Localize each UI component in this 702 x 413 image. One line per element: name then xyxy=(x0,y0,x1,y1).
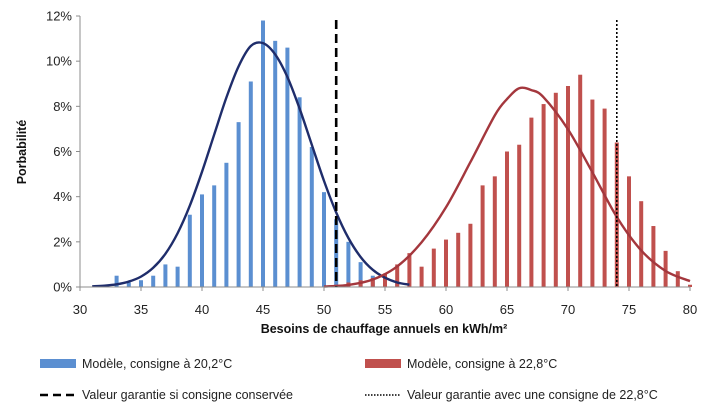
bar-series2 xyxy=(602,108,607,287)
bar-series1 xyxy=(114,275,119,287)
x-tick-label: 60 xyxy=(439,302,453,317)
bar-series1 xyxy=(273,40,278,287)
bar-series2 xyxy=(590,99,595,287)
legend-label: Modèle, consigne à 22,8°C xyxy=(407,357,557,371)
bar-series1 xyxy=(187,214,192,287)
bar-series2 xyxy=(675,271,680,287)
x-tick-label: 70 xyxy=(561,302,575,317)
bars-layer xyxy=(114,20,692,288)
bar-series2 xyxy=(553,92,558,288)
x-tick-label: 35 xyxy=(134,302,148,317)
legend: Modèle, consigne à 20,2°C Modèle, consign… xyxy=(40,357,658,402)
legend-swatch xyxy=(40,359,76,368)
bar-series1 xyxy=(358,262,363,287)
x-tick-label: 65 xyxy=(500,302,514,317)
bar-series2 xyxy=(492,176,497,287)
bar-series2 xyxy=(578,74,583,287)
x-tick-label: 80 xyxy=(683,302,697,317)
bar-series2 xyxy=(480,185,485,287)
bar-series2 xyxy=(468,223,473,287)
x-axis-title: Besoins de chauffage annuels en kWh/m² xyxy=(261,322,508,336)
bar-series1 xyxy=(175,266,180,287)
bar-series2 xyxy=(541,104,546,287)
x-tick-label: 50 xyxy=(317,302,331,317)
x-tick-label: 40 xyxy=(195,302,209,317)
bar-series2 xyxy=(370,277,375,287)
y-tick-label: 6% xyxy=(53,144,72,159)
legend-label: Valeur garantie si consigne conservée xyxy=(82,388,293,402)
y-tick-label: 0% xyxy=(53,280,72,295)
bar-series1 xyxy=(139,280,143,287)
x-tick-label: 55 xyxy=(378,302,392,317)
bar-series2 xyxy=(431,248,436,287)
bar-series1 xyxy=(285,47,290,287)
bar-series2 xyxy=(566,86,570,287)
x-tick-label: 75 xyxy=(622,302,636,317)
bar-series2 xyxy=(383,273,387,287)
bar-series1 xyxy=(346,241,351,287)
bar-series1 xyxy=(200,194,204,287)
legend-swatch xyxy=(365,359,401,368)
curve-series2 xyxy=(323,86,691,288)
y-tick-label: 12% xyxy=(46,9,72,24)
bar-series1 xyxy=(163,264,168,287)
bar-series1 xyxy=(322,192,326,287)
y-axis-title: Porbabilité xyxy=(15,120,29,185)
legend-label: Modèle, consigne à 20,2°C xyxy=(82,357,232,371)
bar-series1 xyxy=(261,20,265,288)
bar-series1 xyxy=(236,122,241,288)
bar-series2 xyxy=(505,151,509,287)
bar-series1 xyxy=(212,185,217,287)
bar-series1 xyxy=(224,162,229,287)
bar-series2 xyxy=(639,201,644,287)
bar-series2 xyxy=(407,253,412,287)
bar-series1 xyxy=(248,81,253,287)
curves-layer xyxy=(92,41,691,288)
bar-series2 xyxy=(456,232,461,287)
y-tick-label: 10% xyxy=(46,54,72,69)
bar-series2 xyxy=(419,266,424,287)
x-tick-label: 30 xyxy=(73,302,87,317)
bar-series2 xyxy=(651,226,656,287)
bar-series1 xyxy=(297,97,302,287)
legend-label: Valeur garantie avec une consigne de 22,… xyxy=(407,388,658,402)
y-tick-label: 4% xyxy=(53,189,72,204)
bar-series2 xyxy=(627,176,631,287)
x-tick-label: 45 xyxy=(256,302,270,317)
y-tick-label: 2% xyxy=(53,234,72,249)
axes-layer: 30 35 40 45 50 55 60 65 70 75 80 0% 2% 4% 6% 8% 10% 12% xyxy=(46,9,697,318)
bar-series2 xyxy=(444,239,448,287)
bar-series2 xyxy=(688,284,692,287)
bar-series1 xyxy=(126,282,131,287)
bar-series2 xyxy=(529,117,534,287)
y-tick-label: 8% xyxy=(53,99,72,114)
bar-series1 xyxy=(334,219,339,287)
bar-series2 xyxy=(517,144,522,287)
bar-series2 xyxy=(663,250,668,287)
curve-series1 xyxy=(92,41,410,288)
bar-series2 xyxy=(395,264,400,287)
bar-series1 xyxy=(151,275,156,287)
bar-series1 xyxy=(309,146,314,287)
reference-lines-layer xyxy=(334,20,618,287)
